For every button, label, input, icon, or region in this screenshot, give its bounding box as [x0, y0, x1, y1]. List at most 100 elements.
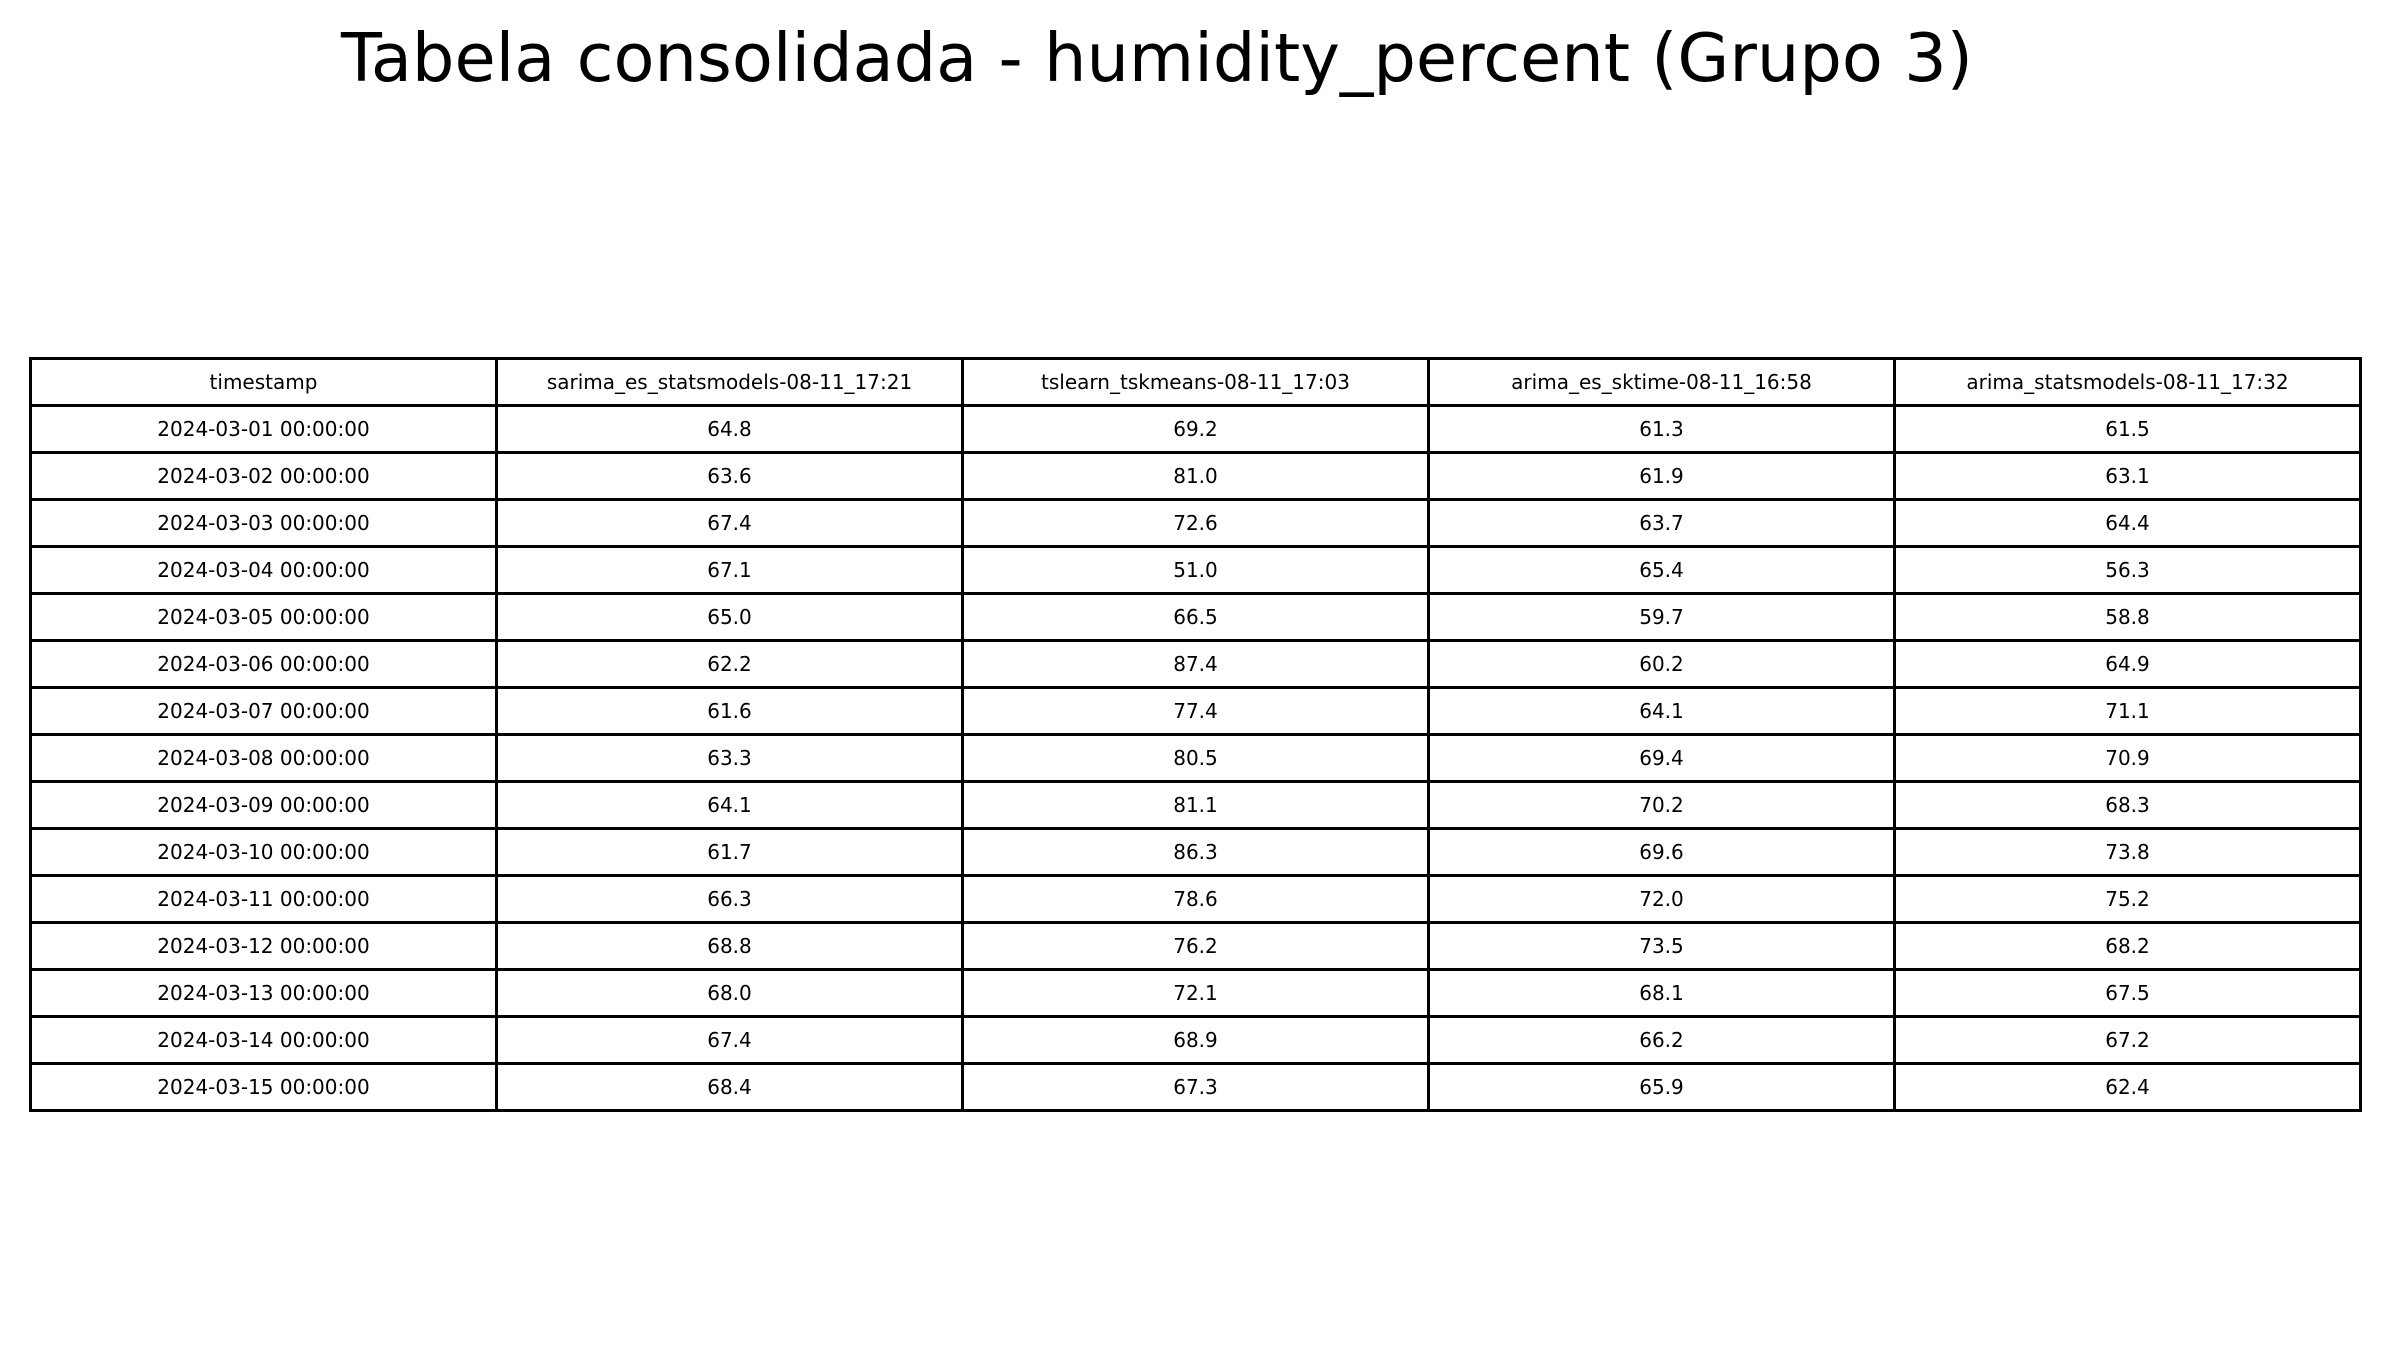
value-cell: 69.6: [1427, 827, 1896, 877]
value-cell: 68.9: [961, 1015, 1430, 1065]
table-row: 2024-03-11 00:00:00 66.3 78.6 72.0 75.2: [29, 874, 2362, 924]
table-row: 2024-03-02 00:00:00 63.6 81.0 61.9 63.1: [29, 451, 2362, 501]
header-row: timestamp sarima_es_statsmodels-08-11_17:…: [29, 357, 2362, 407]
value-cell: 68.4: [495, 1062, 964, 1112]
value-cell: 64.1: [495, 780, 964, 830]
value-cell: 67.2: [1893, 1015, 2362, 1065]
value-cell: 59.7: [1427, 592, 1896, 642]
value-cell: 81.0: [961, 451, 1430, 501]
value-cell: 65.9: [1427, 1062, 1896, 1112]
timestamp-cell: 2024-03-15 00:00:00: [29, 1062, 498, 1112]
value-cell: 62.2: [495, 639, 964, 689]
column-header: arima_es_sktime-08-11_16:58: [1427, 357, 1896, 407]
value-cell: 68.1: [1427, 968, 1896, 1018]
table-row: 2024-03-07 00:00:00 61.6 77.4 64.1 71.1: [29, 686, 2362, 736]
table-row: 2024-03-15 00:00:00 68.4 67.3 65.9 62.4: [29, 1062, 2362, 1112]
value-cell: 65.0: [495, 592, 964, 642]
table-row: 2024-03-04 00:00:00 67.1 51.0 65.4 56.3: [29, 545, 2362, 595]
value-cell: 73.8: [1893, 827, 2362, 877]
timestamp-cell: 2024-03-09 00:00:00: [29, 780, 498, 830]
value-cell: 64.4: [1893, 498, 2362, 548]
value-cell: 68.0: [495, 968, 964, 1018]
value-cell: 67.1: [495, 545, 964, 595]
table-row: 2024-03-03 00:00:00 67.4 72.6 63.7 64.4: [29, 498, 2362, 548]
timestamp-cell: 2024-03-08 00:00:00: [29, 733, 498, 783]
value-cell: 68.3: [1893, 780, 2362, 830]
value-cell: 62.4: [1893, 1062, 2362, 1112]
value-cell: 69.4: [1427, 733, 1896, 783]
value-cell: 73.5: [1427, 921, 1896, 971]
table-row: 2024-03-05 00:00:00 65.0 66.5 59.7 58.8: [29, 592, 2362, 642]
column-header: timestamp: [29, 357, 498, 407]
timestamp-cell: 2024-03-05 00:00:00: [29, 592, 498, 642]
value-cell: 64.1: [1427, 686, 1896, 736]
table-row: 2024-03-10 00:00:00 61.7 86.3 69.6 73.8: [29, 827, 2362, 877]
table-row: 2024-03-08 00:00:00 63.3 80.5 69.4 70.9: [29, 733, 2362, 783]
value-cell: 51.0: [961, 545, 1430, 595]
timestamp-cell: 2024-03-02 00:00:00: [29, 451, 498, 501]
column-header: tslearn_tskmeans-08-11_17:03: [961, 357, 1430, 407]
table-row: 2024-03-09 00:00:00 64.1 81.1 70.2 68.3: [29, 780, 2362, 830]
timestamp-cell: 2024-03-12 00:00:00: [29, 921, 498, 971]
value-cell: 63.6: [495, 451, 964, 501]
timestamp-cell: 2024-03-10 00:00:00: [29, 827, 498, 877]
value-cell: 70.2: [1427, 780, 1896, 830]
value-cell: 69.2: [961, 404, 1430, 454]
timestamp-cell: 2024-03-04 00:00:00: [29, 545, 498, 595]
table-row: 2024-03-01 00:00:00 64.8 69.2 61.3 61.5: [29, 404, 2362, 454]
value-cell: 65.4: [1427, 545, 1896, 595]
timestamp-cell: 2024-03-14 00:00:00: [29, 1015, 498, 1065]
value-cell: 60.2: [1427, 639, 1896, 689]
value-cell: 61.9: [1427, 451, 1896, 501]
value-cell: 80.5: [961, 733, 1430, 783]
table-row: 2024-03-13 00:00:00 68.0 72.1 68.1 67.5: [29, 968, 2362, 1018]
value-cell: 72.0: [1427, 874, 1896, 924]
value-cell: 67.3: [961, 1062, 1430, 1112]
column-header: arima_statsmodels-08-11_17:32: [1893, 357, 2362, 407]
column-header: sarima_es_statsmodels-08-11_17:21: [495, 357, 964, 407]
value-cell: 64.9: [1893, 639, 2362, 689]
value-cell: 75.2: [1893, 874, 2362, 924]
value-cell: 56.3: [1893, 545, 2362, 595]
value-cell: 81.1: [961, 780, 1430, 830]
value-cell: 76.2: [961, 921, 1430, 971]
value-cell: 87.4: [961, 639, 1430, 689]
timestamp-cell: 2024-03-01 00:00:00: [29, 404, 498, 454]
value-cell: 66.3: [495, 874, 964, 924]
table-row: 2024-03-14 00:00:00 67.4 68.9 66.2 67.2: [29, 1015, 2362, 1065]
value-cell: 67.5: [1893, 968, 2362, 1018]
value-cell: 66.5: [961, 592, 1430, 642]
value-cell: 68.2: [1893, 921, 2362, 971]
timestamp-cell: 2024-03-13 00:00:00: [29, 968, 498, 1018]
consolidated-table: timestamp sarima_es_statsmodels-08-11_17:…: [29, 357, 2362, 1112]
value-cell: 72.6: [961, 498, 1430, 548]
value-cell: 63.7: [1427, 498, 1896, 548]
value-cell: 78.6: [961, 874, 1430, 924]
table-row: 2024-03-12 00:00:00 68.8 76.2 73.5 68.2: [29, 921, 2362, 971]
value-cell: 68.8: [495, 921, 964, 971]
timestamp-cell: 2024-03-06 00:00:00: [29, 639, 498, 689]
value-cell: 67.4: [495, 498, 964, 548]
value-cell: 86.3: [961, 827, 1430, 877]
table-row: 2024-03-06 00:00:00 62.2 87.4 60.2 64.9: [29, 639, 2362, 689]
value-cell: 63.1: [1893, 451, 2362, 501]
value-cell: 61.7: [495, 827, 964, 877]
table-body: 2024-03-01 00:00:00 64.8 69.2 61.3 61.5 2024-…: [29, 404, 2362, 1112]
value-cell: 61.6: [495, 686, 964, 736]
timestamp-cell: 2024-03-11 00:00:00: [29, 874, 498, 924]
timestamp-cell: 2024-03-07 00:00:00: [29, 686, 498, 736]
value-cell: 61.5: [1893, 404, 2362, 454]
value-cell: 77.4: [961, 686, 1430, 736]
table-container: timestamp sarima_es_statsmodels-08-11_17:…: [29, 357, 2362, 1112]
value-cell: 61.3: [1427, 404, 1896, 454]
table-header: timestamp sarima_es_statsmodels-08-11_17:…: [29, 357, 2362, 407]
value-cell: 64.8: [495, 404, 964, 454]
value-cell: 72.1: [961, 968, 1430, 1018]
chart-title: Tabela consolidada - humidity_percent (G…: [341, 19, 1973, 97]
value-cell: 58.8: [1893, 592, 2362, 642]
value-cell: 63.3: [495, 733, 964, 783]
value-cell: 70.9: [1893, 733, 2362, 783]
value-cell: 67.4: [495, 1015, 964, 1065]
timestamp-cell: 2024-03-03 00:00:00: [29, 498, 498, 548]
value-cell: 71.1: [1893, 686, 2362, 736]
